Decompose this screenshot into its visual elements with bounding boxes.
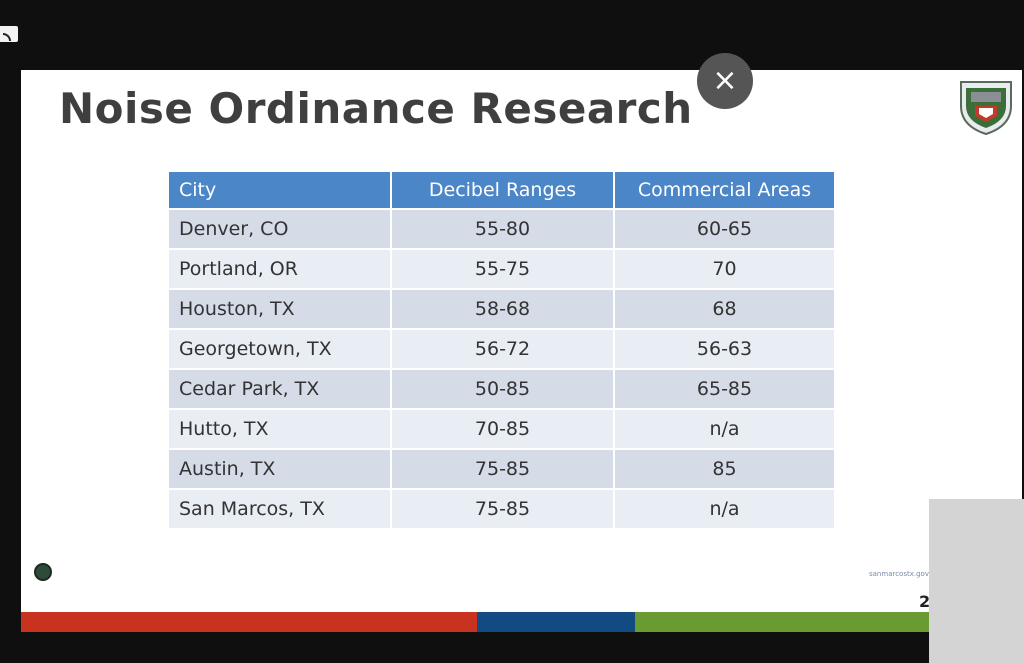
table-row: Austin, TX 75-85 85	[169, 450, 834, 488]
cell-decibel-range: 70-85	[392, 410, 613, 448]
cell-city: San Marcos, TX	[169, 490, 390, 528]
footer-bar-red	[21, 612, 477, 632]
cell-city: Denver, CO	[169, 210, 390, 248]
table-row: Georgetown, TX 56-72 56-63	[169, 330, 834, 368]
cell-commercial-area: n/a	[615, 490, 834, 528]
table-row: Cedar Park, TX 50-85 65-85	[169, 370, 834, 408]
close-icon: ×	[712, 63, 738, 98]
cell-city: Georgetown, TX	[169, 330, 390, 368]
cell-commercial-area: n/a	[615, 410, 834, 448]
cell-city: Hutto, TX	[169, 410, 390, 448]
noise-ordinance-table: City Decibel Ranges Commercial Areas Den…	[167, 170, 836, 530]
table-header-row: City Decibel Ranges Commercial Areas	[169, 172, 834, 208]
city-seal-icon	[960, 81, 1012, 136]
cell-commercial-area: 68	[615, 290, 834, 328]
cell-commercial-area: 56-63	[615, 330, 834, 368]
cell-decibel-range: 75-85	[392, 450, 613, 488]
cell-city: Houston, TX	[169, 290, 390, 328]
cell-commercial-area: 70	[615, 250, 834, 288]
header-decibel-ranges: Decibel Ranges	[392, 172, 613, 208]
cell-decibel-range: 55-80	[392, 210, 613, 248]
cell-commercial-area: 65-85	[615, 370, 834, 408]
participant-video-tile[interactable]	[929, 499, 1024, 663]
header-city: City	[169, 172, 390, 208]
cell-city: Austin, TX	[169, 450, 390, 488]
page-number: 2	[919, 592, 931, 611]
footer-bar-blue	[477, 612, 635, 632]
cell-decibel-range: 58-68	[392, 290, 613, 328]
presenter-indicator-dot	[34, 563, 52, 581]
close-button[interactable]: ×	[697, 53, 753, 109]
footer-url: sanmarcostx.gov	[869, 570, 929, 578]
cell-decibel-range: 56-72	[392, 330, 613, 368]
header-commercial-areas: Commercial Areas	[615, 172, 834, 208]
table-row: Hutto, TX 70-85 n/a	[169, 410, 834, 448]
table-row: San Marcos, TX 75-85 n/a	[169, 490, 834, 528]
cast-icon	[0, 26, 18, 42]
cell-commercial-area: 60-65	[615, 210, 834, 248]
presentation-slide: Noise Ordinance Research City Decibel Ra…	[21, 70, 1022, 632]
footer-bar-green	[635, 612, 1022, 632]
cell-decibel-range: 50-85	[392, 370, 613, 408]
table-row: Portland, OR 55-75 70	[169, 250, 834, 288]
table-row: Denver, CO 55-80 60-65	[169, 210, 834, 248]
cell-city: Portland, OR	[169, 250, 390, 288]
cell-commercial-area: 85	[615, 450, 834, 488]
cell-decibel-range: 75-85	[392, 490, 613, 528]
cell-city: Cedar Park, TX	[169, 370, 390, 408]
cell-decibel-range: 55-75	[392, 250, 613, 288]
table-row: Houston, TX 58-68 68	[169, 290, 834, 328]
slide-title: Noise Ordinance Research	[59, 84, 693, 133]
